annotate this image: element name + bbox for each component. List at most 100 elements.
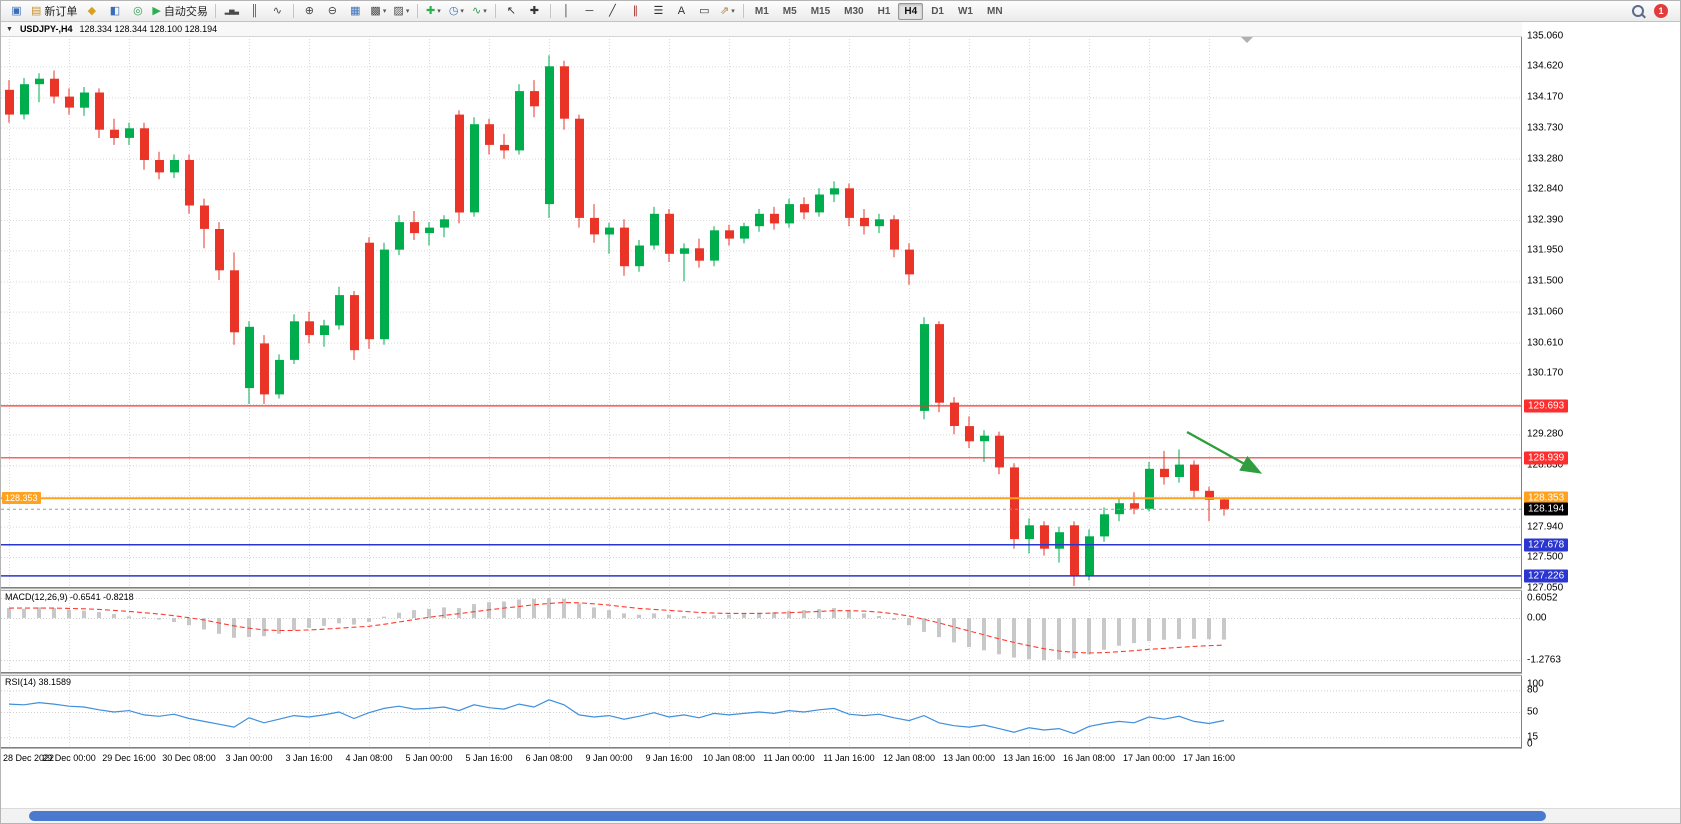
shapes-tool-icon[interactable]: ⇗ ▾ [716,3,739,20]
new-chart-icon[interactable]: ✚ ▾ [422,3,445,20]
candle [110,129,119,138]
timeframe-d1-button[interactable]: D1 [931,5,944,17]
timeframe-h1-button[interactable]: H1 [877,5,891,17]
data-window-icon[interactable]: ◧ [103,3,126,20]
channel-icon[interactable]: ∥ [624,3,647,20]
timeframe-m30-button[interactable]: M30 [844,5,864,17]
notification-badge[interactable]: 1 [1654,4,1668,18]
cascade-windows-icon[interactable]: ▩ ▾ [367,3,390,20]
resistance-line-2-badge: 128.939 [1524,451,1569,465]
vertical-line-icon[interactable]: │ [555,3,578,20]
macd-histogram-bar [847,610,851,618]
pane-splitter[interactable] [1,588,1680,591]
autotrading-button-label: 自动交易 [163,6,208,18]
macd-histogram-bar [682,616,686,618]
rsi-line [8,699,1225,735]
macd-histogram-bar [577,603,581,618]
toolbar-separator [549,4,551,18]
macd-histogram-bar [997,618,1001,655]
price-tick-label: 127.500 [1527,551,1564,563]
time-axis-label: 3 Jan 16:00 [285,753,333,763]
scrollbar-thumb[interactable] [29,811,1546,821]
help-icon[interactable]: ◎ [126,3,149,20]
candle [200,205,209,229]
candle [20,84,29,115]
time-axis[interactable]: 28 Dec 2022 29 Dec 00:00 29 Dec 16:00 30 De… [1,749,1522,766]
macd-histogram-bar [397,612,401,618]
candle [800,204,809,213]
timeframe-mn-button[interactable]: MN [986,5,1003,17]
macd-pane[interactable] [1,591,1522,673]
text-tool-icon[interactable]: A [670,3,693,20]
timeframe-m5-button[interactable]: M5 [782,5,797,17]
timeframe-m1-button[interactable]: M1 [754,5,769,17]
zoom-out-icon: ⊖ [327,4,337,17]
autotrading-button[interactable]: ▶ 自动交易 [149,3,210,20]
chart-dropdown-icon[interactable]: ▼ [6,25,13,33]
metaeditor-icon[interactable]: ◆ [80,3,103,20]
chart-shift-marker[interactable] [1241,37,1253,43]
time-axis-label: 11 Jan 16:00 [823,753,875,763]
rsi-scale-label: 80 [1527,684,1539,696]
macd-histogram-bar [877,616,881,618]
price-tick-label: 135.060 [1527,30,1564,42]
candle [695,248,704,261]
candlestick-chart-icon[interactable]: ║ [243,3,266,20]
candle [515,91,524,151]
candle [635,245,644,267]
pane-splitter[interactable] [1,673,1680,676]
line-chart-icon[interactable]: ∿ [266,3,289,20]
timeframe-m15-button[interactable]: M15 [810,5,831,17]
toolbar-separator [214,4,216,18]
candle [665,213,674,254]
price-tick-label: 132.840 [1527,183,1564,195]
period-clock-icon[interactable]: ◷ ▾ [445,3,468,20]
rsi-pane[interactable] [1,676,1522,748]
price-tick-label: 133.280 [1527,153,1564,165]
vertical-line-icon: │ [562,4,570,17]
price-scale[interactable]: 135.060 134.620 134.170 133.730 133.280 132.8… [1522,22,1680,808]
macd-values: -0.6541 -0.8218 [70,592,134,602]
price-tick-label: 131.950 [1527,244,1564,256]
main-price-chart[interactable] [1,36,1522,588]
candle [950,402,959,426]
horizontal-scrollbar[interactable] [1,808,1680,823]
chart-window: ▼ USDJPY-,H4 128.334 128.344 128.100 128… [1,22,1680,823]
trendline-icon: ╱ [609,4,616,17]
new-order-button[interactable]: ▤ 新订单 [28,3,80,20]
zoom-out-icon[interactable]: ⊖ [321,3,344,20]
window-icon[interactable]: ▣ [5,3,28,20]
candle [230,270,239,333]
candle [620,227,629,267]
candle [785,204,794,224]
trendline-icon[interactable]: ╱ [601,3,624,20]
price-tick-label: 129.280 [1527,428,1564,440]
crosshair-icon[interactable]: ✚ [523,3,546,20]
macd-histogram-bar [922,618,926,632]
fibonacci-icon[interactable]: ☰ [647,3,670,20]
timeframe-w1-button[interactable]: W1 [957,5,973,17]
candle [350,295,359,351]
time-axis-label: 30 Dec 08:00 [162,753,216,763]
macd-histogram-bar [442,607,446,618]
candle [995,435,1004,468]
cursor-icon[interactable]: ↖ [500,3,523,20]
tile-windows-icon[interactable]: ▦ [344,3,367,20]
zoom-in-icon[interactable]: ⊕ [298,3,321,20]
trend-arrow-annotation[interactable] [1186,430,1263,474]
timeframe-h4-button[interactable]: H4 [898,2,924,20]
candle [1175,464,1184,477]
macd-histogram-bar [532,598,536,618]
macd-histogram-bar [67,609,71,619]
candle [245,326,254,389]
arrange-windows-icon[interactable]: ▨ ▾ [390,3,413,20]
search-icon[interactable] [1632,5,1644,17]
horizontal-line-icon[interactable]: ─ [578,3,601,20]
macd-histogram-bar [412,610,416,618]
macd-histogram-bar [622,613,626,618]
label-tool-icon[interactable]: ▭ [693,3,716,20]
indicators-icon[interactable]: ∿ ▾ [468,3,491,20]
bar-chart-icon[interactable]: ▂▅▃ [220,3,243,20]
autotrading-icon: ▶ [152,4,161,17]
price-tick-label: 132.390 [1527,214,1564,226]
